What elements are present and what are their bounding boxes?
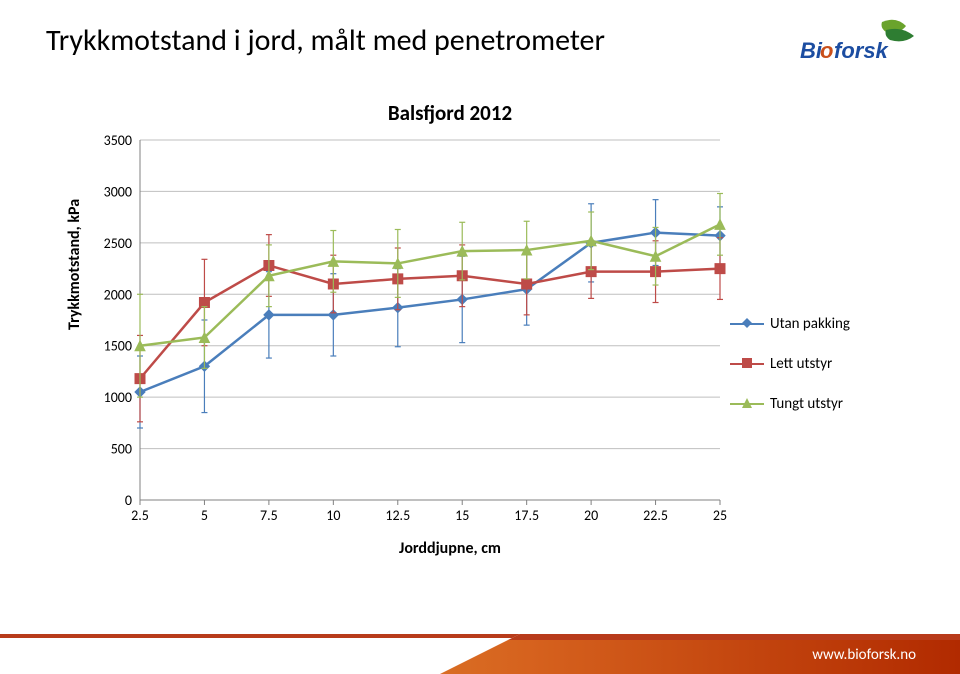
footer-stripe: www.bioforsk.no: [0, 626, 960, 674]
svg-text:3500: 3500: [104, 132, 132, 149]
svg-text:2500: 2500: [104, 235, 132, 252]
svg-text:1500: 1500: [104, 338, 132, 355]
chart-container: Balsfjord 2012 Trykkmotstand, kPa 050010…: [60, 100, 840, 560]
svg-text:15: 15: [455, 507, 469, 524]
legend-item-utan: Utan pakking: [730, 315, 850, 333]
svg-text:3000: 3000: [104, 183, 132, 200]
svg-text:o: o: [820, 38, 833, 63]
svg-text:5: 5: [201, 507, 208, 524]
legend-item-tungt: Tungt utstyr: [730, 395, 850, 413]
chart-title: Balsfjord 2012: [60, 100, 840, 126]
page-title: Trykkmotstand i jord, målt med penetrome…: [46, 22, 605, 59]
svg-text:1000: 1000: [104, 389, 132, 406]
svg-text:10: 10: [326, 507, 340, 524]
svg-text:25: 25: [713, 507, 727, 524]
legend-item-lett: Lett utstyr: [730, 355, 850, 373]
svg-text:forsk: forsk: [834, 38, 890, 63]
bioforsk-logo: Bi o forsk: [800, 18, 920, 68]
svg-text:12.5: 12.5: [385, 507, 410, 524]
svg-text:2.5: 2.5: [131, 507, 149, 524]
svg-text:20: 20: [584, 507, 598, 524]
chart-plot: 05001000150020002500300035002.557.51012.…: [60, 130, 840, 550]
footer-link[interactable]: www.bioforsk.no: [812, 646, 916, 664]
svg-text:7.5: 7.5: [260, 507, 278, 524]
legend-label: Utan pakking: [770, 315, 850, 333]
x-axis-label: Jorddjupne, cm: [60, 539, 840, 558]
legend: Utan pakking Lett utstyr Tungt utstyr: [730, 315, 850, 435]
legend-label: Lett utstyr: [770, 355, 832, 373]
svg-text:500: 500: [111, 441, 132, 458]
svg-text:2000: 2000: [104, 286, 132, 303]
legend-label: Tungt utstyr: [770, 395, 843, 413]
svg-text:17.5: 17.5: [514, 507, 539, 524]
svg-text:22.5: 22.5: [643, 507, 668, 524]
